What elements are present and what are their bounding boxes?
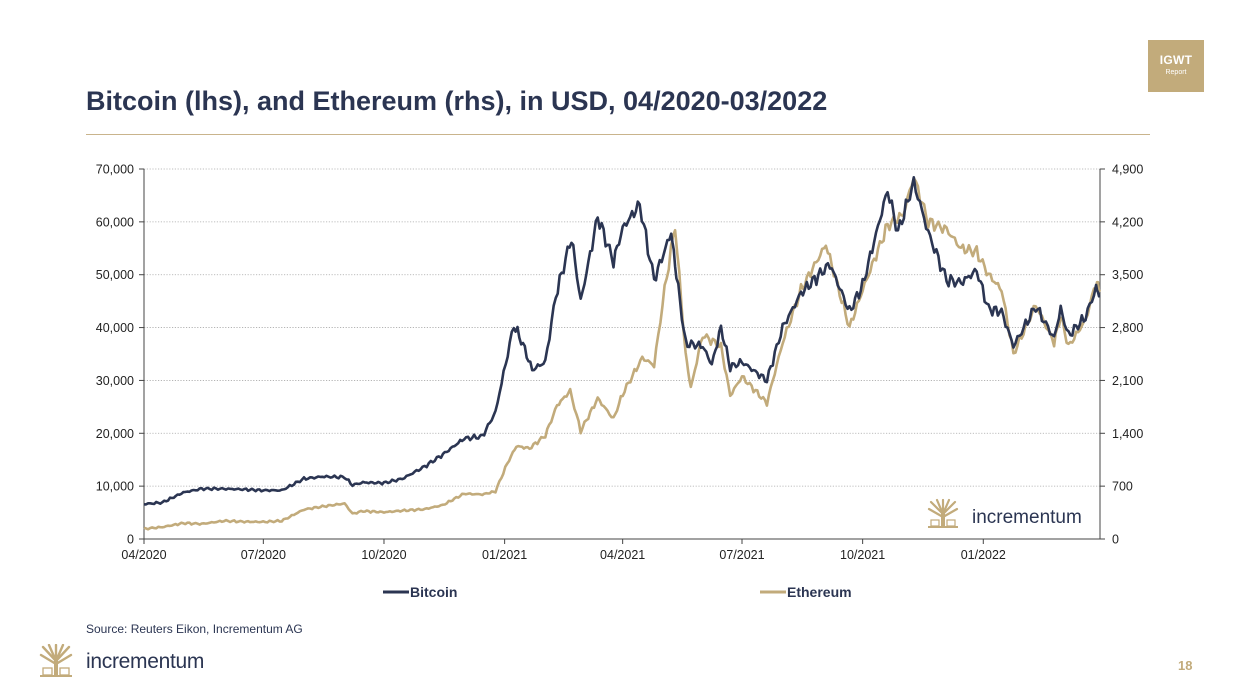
source-note: Source: Reuters Eikon, Incrementum AG xyxy=(86,622,303,636)
y-right-tick-label: 0 xyxy=(1112,533,1119,547)
y-left-tick-label: 20,000 xyxy=(96,427,134,441)
title-underline xyxy=(86,134,1150,135)
series-line-ethereum xyxy=(143,176,1102,531)
x-tick-label: 07/2020 xyxy=(241,548,286,562)
tree-logo-icon xyxy=(39,644,73,677)
x-tick-label: 04/2021 xyxy=(600,548,645,562)
y-left-tick-label: 50,000 xyxy=(96,268,134,282)
x-tick-label: 01/2021 xyxy=(482,548,527,562)
y-left-tick-label: 70,000 xyxy=(96,163,134,177)
y-right-tick-label: 2,800 xyxy=(1112,321,1143,335)
y-right-tick-label: 4,200 xyxy=(1112,215,1143,229)
y-left-tick-label: 30,000 xyxy=(96,374,134,388)
footer-wordmark: incrementum xyxy=(86,650,205,673)
x-axis-ticks: 04/2020 07/2020 10/2020 01/2021 04/2021 07/20… xyxy=(121,539,1006,562)
left-axis-ticks: 0 10,000 20,000 30,000 40,000 50,000 60,000 70,… xyxy=(96,163,144,547)
y-right-tick-label: 4,900 xyxy=(1112,163,1143,177)
y-left-tick-label: 0 xyxy=(127,533,134,547)
badge-title: IGWT xyxy=(1159,53,1193,67)
chart-legend: Bitcoin Ethereum xyxy=(383,584,852,600)
y-left-tick-label: 40,000 xyxy=(96,321,134,335)
x-tick-label: 10/2020 xyxy=(361,548,406,562)
incrementum-watermark: incrementum xyxy=(927,498,1082,528)
x-tick-label: 04/2020 xyxy=(121,548,166,562)
tree-logo-icon xyxy=(927,498,959,528)
x-tick-label: 07/2021 xyxy=(719,548,764,562)
x-tick-label: 10/2021 xyxy=(840,548,885,562)
y-right-tick-label: 3,500 xyxy=(1112,268,1143,282)
series-line-bitcoin xyxy=(143,176,1101,506)
x-tick-label: 01/2022 xyxy=(961,548,1006,562)
page-number: 18 xyxy=(1178,658,1193,673)
right-axis-ticks: 0 700 1,400 2,100 2,800 3,500 4,200 4,900 xyxy=(1100,163,1143,547)
y-left-tick-label: 60,000 xyxy=(96,215,134,229)
badge-subtitle: Report xyxy=(1165,69,1187,76)
footer-logo: incrementum xyxy=(38,644,248,680)
y-right-tick-label: 1,400 xyxy=(1112,427,1143,441)
y-right-tick-label: 700 xyxy=(1112,480,1133,494)
legend-label-ethereum: Ethereum xyxy=(787,584,852,600)
y-right-tick-label: 2,100 xyxy=(1112,374,1143,388)
legend-label-bitcoin: Bitcoin xyxy=(410,584,457,600)
page-title: Bitcoin (lhs), and Ethereum (rhs), in US… xyxy=(86,86,828,116)
watermark-wordmark: incrementum xyxy=(972,507,1082,528)
series-lines xyxy=(143,176,1102,531)
y-left-tick-label: 10,000 xyxy=(96,480,134,494)
igwt-report-badge: IGWT Report xyxy=(1148,40,1204,92)
gridlines xyxy=(144,168,1100,487)
axes xyxy=(143,169,1101,540)
